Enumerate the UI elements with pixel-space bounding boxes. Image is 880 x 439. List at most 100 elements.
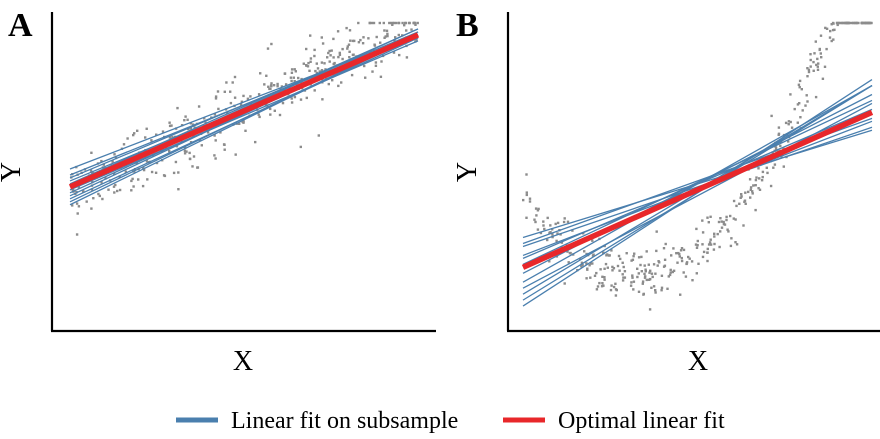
scatter-point [294, 70, 297, 73]
scatter-point [641, 282, 644, 285]
scatter-point [320, 61, 324, 64]
scatter-point [348, 29, 352, 32]
scatter-point [713, 232, 716, 235]
scatter-point [751, 192, 754, 195]
scatter-point [391, 23, 394, 26]
x-axis-title-a: X [233, 346, 253, 377]
scatter-point [374, 61, 378, 64]
scatter-point [309, 57, 313, 60]
scatter-point [82, 190, 85, 193]
scatter-point [706, 259, 709, 263]
scatter-point [612, 267, 616, 270]
scatter-point [85, 200, 88, 203]
scatter-point [416, 21, 419, 25]
legend-label-optimal: Optimal linear fit [558, 408, 725, 434]
scatter-point [819, 52, 822, 55]
scatter-point [378, 21, 381, 25]
scatter-point [599, 268, 602, 271]
scatter-point [637, 272, 640, 275]
scatter-point [717, 220, 721, 224]
scatter-point [813, 52, 816, 55]
scatter-point [817, 62, 820, 65]
scatter-point [281, 101, 285, 105]
scatter-point [336, 30, 340, 33]
scatter-point [643, 272, 646, 276]
scatter-points-b [522, 21, 873, 311]
scatter-point [259, 72, 262, 75]
y-axis-title-a: Y [0, 162, 27, 182]
scatter-point [536, 228, 540, 231]
scatter-point [816, 68, 820, 71]
scatter-point [213, 154, 216, 157]
scatter-point [223, 143, 226, 146]
scatter-point [816, 57, 819, 61]
scatter-point [71, 204, 74, 207]
scatter-point [784, 121, 788, 125]
scatter-point [809, 65, 812, 68]
scatter-point [816, 65, 819, 68]
scatter-point [357, 41, 361, 44]
scatter-point [254, 140, 257, 144]
scatter-point [283, 72, 287, 75]
scatter-point [186, 118, 189, 121]
scatter-point [725, 218, 728, 222]
scatter-point [528, 200, 532, 203]
scatter-point [782, 165, 785, 168]
scatter-point [758, 177, 761, 180]
scatter-point [525, 193, 528, 197]
scatter-point [696, 244, 699, 247]
scatter-point [183, 149, 187, 152]
scatter-point [542, 220, 545, 223]
scatter-point [649, 269, 652, 272]
scatter-point [388, 21, 391, 25]
scatter-point [809, 58, 812, 62]
scatter-point [800, 88, 803, 91]
scatter-point [382, 21, 385, 25]
scatter-point [549, 224, 552, 227]
scatter-point [851, 21, 855, 25]
panel-letter-a: A [8, 7, 33, 44]
scatter-point [837, 21, 841, 25]
scatter-point [556, 221, 560, 225]
scatter-point [723, 223, 727, 226]
scatter-point [580, 265, 583, 268]
scatter-point [701, 243, 704, 246]
scatter-point [601, 282, 604, 285]
scatter-point [589, 276, 592, 279]
scatter-point [375, 35, 378, 39]
scatter-point [820, 56, 823, 59]
scatter-point [317, 134, 320, 137]
scatter-point [379, 75, 383, 78]
scatter-point [615, 288, 618, 292]
scatter-point [112, 185, 116, 188]
scatter-point [196, 166, 199, 169]
scatter-point [591, 239, 594, 242]
scatter-point [722, 220, 725, 224]
scatter-point [114, 183, 117, 187]
scatter-point [695, 272, 698, 275]
scatter-point [797, 83, 801, 86]
scatter-point [770, 114, 773, 118]
scatter-point [569, 251, 572, 255]
scatter-point [315, 71, 319, 75]
scatter-point [172, 171, 176, 175]
scatter-point [818, 48, 821, 52]
scatter-point [754, 208, 757, 212]
scatter-point [701, 255, 705, 259]
scatter-point [338, 53, 342, 56]
scatter-point [76, 212, 79, 215]
scatter-point [668, 273, 672, 277]
scatter-point [630, 281, 633, 284]
scatter-point [622, 265, 625, 269]
scatter-point [183, 152, 187, 155]
scatter-point [133, 132, 136, 135]
scatter-point [701, 231, 705, 234]
scatter-point [525, 216, 528, 219]
scatter-point [326, 56, 329, 59]
scatter-point [774, 145, 777, 148]
scatter-point [338, 51, 341, 55]
scatter-point [695, 246, 699, 249]
scatter-point [761, 170, 765, 174]
scatter-point [586, 267, 589, 270]
scatter-point [685, 261, 689, 264]
